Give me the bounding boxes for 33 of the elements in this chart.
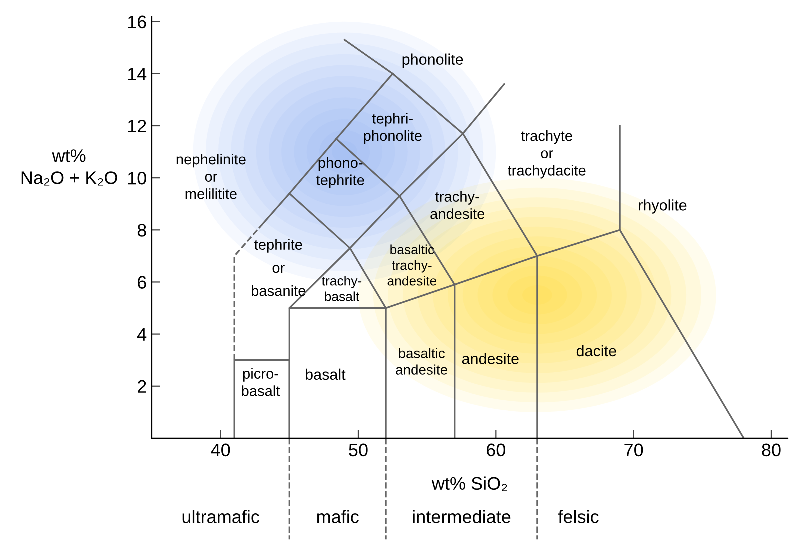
y-tick-label: 14 bbox=[128, 68, 147, 80]
annotation: basalt bbox=[306, 368, 346, 380]
annotation: trachyte or trachydacite bbox=[508, 130, 586, 179]
annotation: tephrite or basanite bbox=[252, 239, 306, 296]
text: felsic bbox=[558, 510, 599, 524]
x-tick-label: 80 bbox=[762, 444, 781, 457]
x-tick-label: 60 bbox=[487, 444, 506, 457]
text: intermediate bbox=[413, 510, 511, 524]
annotation: phono- tephrite bbox=[316, 157, 364, 188]
x-tick-label: 50 bbox=[349, 444, 368, 457]
annotation: rhyolite bbox=[639, 200, 687, 214]
annotation: trachy- basalt bbox=[322, 276, 362, 302]
text: mafic bbox=[317, 510, 359, 524]
y-tick-label: 16 bbox=[128, 16, 146, 29]
y-tick-label: 8 bbox=[138, 224, 146, 237]
y-tick-label: 10 bbox=[128, 172, 146, 185]
y-tick-label: 4 bbox=[138, 328, 147, 341]
x-tick-label: 70 bbox=[624, 444, 644, 457]
x-axis-title: wt% SiO₂ bbox=[432, 476, 508, 492]
y-axis-title: wt% Na₂O + K₂O bbox=[22, 150, 118, 186]
annotation: andesite bbox=[462, 353, 519, 364]
y-tick-label: 12 bbox=[128, 120, 146, 133]
annotation: basaltic andesite bbox=[396, 348, 448, 375]
y-tick-label: 6 bbox=[138, 276, 146, 289]
annotation: phonolite bbox=[402, 54, 464, 68]
annotation: dacite bbox=[576, 345, 616, 357]
annotation: picro- basalt bbox=[242, 368, 280, 396]
annotation: tephri- phonolite bbox=[364, 113, 422, 144]
y-tick-label: 2 bbox=[138, 380, 146, 393]
annotation: nephelinite or melilitite bbox=[176, 154, 246, 200]
annotation: trachy- andesite bbox=[430, 191, 485, 220]
text: ultramafic bbox=[182, 510, 260, 524]
x-tick-label: 40 bbox=[211, 444, 230, 457]
